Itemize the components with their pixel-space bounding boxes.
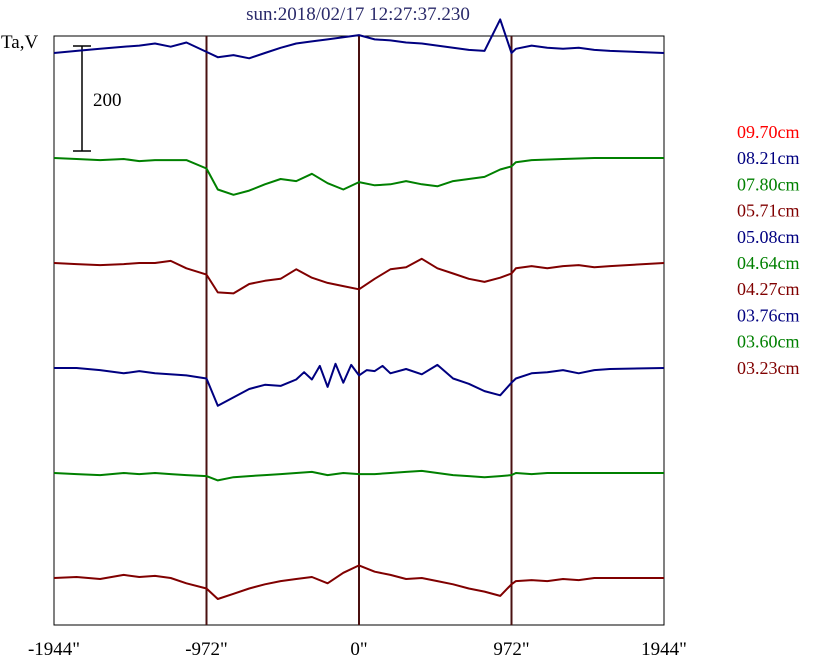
x-tick-label: -972" (185, 639, 228, 660)
series-line-04-64cm (53, 157, 664, 196)
legend-entry: 05.08cm (737, 227, 800, 247)
x-tick-label: 0" (350, 639, 367, 660)
scale-bar: 200 (73, 45, 122, 152)
y-axis-label: Ta,V (1, 32, 38, 53)
chart-title: sun:2018/02/17 12:27:37.230 (246, 4, 470, 25)
legend-entry: 09.70cm (737, 122, 800, 142)
legend-entry: 07.80cm (737, 174, 800, 194)
legend-entry: 04.27cm (737, 279, 800, 299)
x-tick-label: 1944" (641, 639, 687, 660)
series-line-04-27cm (53, 257, 665, 295)
series-line-03-23cm (53, 564, 664, 600)
x-tick-label: 972" (493, 639, 529, 660)
series-line-05-08cm (53, 18, 665, 60)
scale-bar-label: 200 (93, 90, 122, 111)
legend-entry: 03.23cm (737, 358, 800, 378)
legend-entry: 05.71cm (737, 201, 800, 221)
series-line-03-60cm (53, 469, 664, 482)
legend-entry: 08.21cm (737, 148, 800, 168)
x-tick-label: -1944" (28, 639, 80, 660)
legend-entry: 03.76cm (737, 305, 800, 325)
series-line-03-76cm (54, 362, 665, 407)
legend-entry: 04.64cm (737, 253, 800, 273)
legend-entry: 03.60cm (737, 332, 800, 352)
